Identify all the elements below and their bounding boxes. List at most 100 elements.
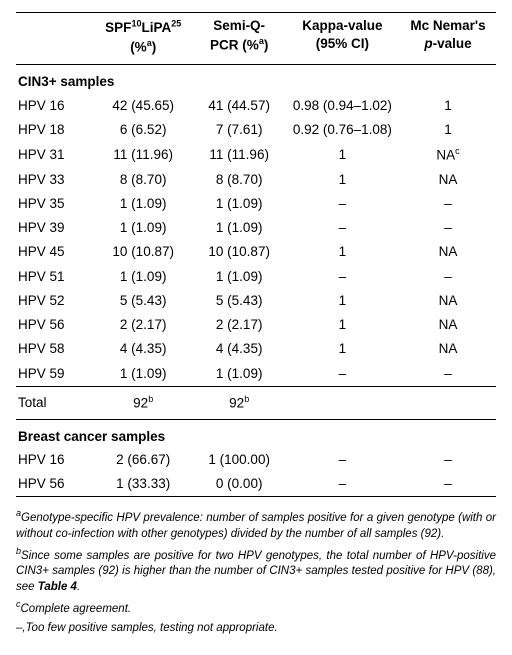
footnote-dash: –,Too few positive samples, testing not … [16, 621, 496, 637]
hdr-pcr-l2: PCR (%a) [196, 35, 283, 55]
cell-pcr: 92b [194, 386, 285, 419]
row-label: HPV 16 [16, 448, 93, 472]
cell-kappa: 1 [285, 240, 400, 264]
table-row: HPV 525 (5.43)5 (5.43)1NA [16, 289, 496, 313]
col-header-spf: SPF10LiPA25 (%a) [93, 13, 194, 65]
cell-mcn: NA [400, 313, 496, 337]
table-row: HPV 591 (1.09)1 (1.09)–– [16, 362, 496, 387]
hdr-mcn-l1: Mc Nemar's [410, 18, 485, 33]
row-label: HPV 59 [16, 362, 93, 387]
table-row: HPV 511 (1.09)1 (1.09)–– [16, 265, 496, 289]
cell-pcr: 11 (11.96) [194, 142, 285, 168]
cell-mcn: NA [400, 289, 496, 313]
cell-mcn: NAc [400, 142, 496, 168]
hdr-kappa-l2: (95% CI) [287, 35, 398, 53]
section-title: CIN3+ samples [16, 65, 496, 94]
cell-spf: 6 (6.52) [93, 118, 194, 142]
cell-mcn: – [400, 362, 496, 387]
cell-kappa: – [285, 448, 400, 472]
table-row: HPV 186 (6.52)7 (7.61)0.92 (0.76–1.08)1 [16, 118, 496, 142]
cell-pcr: 1 (1.09) [194, 265, 285, 289]
hdr-pcr-l1: Semi-Q- [213, 18, 265, 33]
cell-mcn: 1 [400, 94, 496, 118]
cell-pcr: 10 (10.87) [194, 240, 285, 264]
cell-kappa: 1 [285, 313, 400, 337]
cell-kappa: – [285, 265, 400, 289]
col-header-kappa: Kappa-value (95% CI) [285, 13, 400, 65]
table-row: HPV 3111 (11.96)11 (11.96)1NAc [16, 142, 496, 168]
row-label: HPV 16 [16, 94, 93, 118]
cell-pcr: 1 (100.00) [194, 448, 285, 472]
table-row: HPV 1642 (45.65)41 (44.57)0.98 (0.94–1.0… [16, 94, 496, 118]
row-label: HPV 35 [16, 192, 93, 216]
table-row: HPV 351 (1.09)1 (1.09)–– [16, 192, 496, 216]
table-body: CIN3+ samplesHPV 1642 (45.65)41 (44.57)0… [16, 65, 496, 497]
hdr-mcn-l2: p-value [402, 35, 494, 53]
cell-pcr: 5 (5.43) [194, 289, 285, 313]
col-header-pcr: Semi-Q- PCR (%a) [194, 13, 285, 65]
table-row: HPV 338 (8.70)8 (8.70)1NA [16, 168, 496, 192]
cell-mcn: – [400, 265, 496, 289]
footnote-a: aGenotype-specific HPV prevalence: numbe… [16, 507, 496, 542]
cell-spf: 11 (11.96) [93, 142, 194, 168]
table-row: HPV 562 (2.17)2 (2.17)1NA [16, 313, 496, 337]
cell-mcn: – [400, 472, 496, 497]
cell-spf: 2 (2.17) [93, 313, 194, 337]
cell-spf: 42 (45.65) [93, 94, 194, 118]
cell-mcn [400, 386, 496, 419]
footnotes: aGenotype-specific HPV prevalence: numbe… [16, 507, 496, 636]
cell-spf: 1 (33.33) [93, 472, 194, 497]
cell-kappa: 0.92 (0.76–1.08) [285, 118, 400, 142]
row-label: HPV 51 [16, 265, 93, 289]
total-row: Total92b92b [16, 386, 496, 419]
page: SPF10LiPA25 (%a) Semi-Q- PCR (%a) Kappa-… [0, 0, 512, 655]
row-label: HPV 56 [16, 472, 93, 497]
cell-pcr: 4 (4.35) [194, 337, 285, 361]
col-header-empty [16, 13, 93, 65]
row-label: HPV 31 [16, 142, 93, 168]
row-label: HPV 56 [16, 313, 93, 337]
cell-pcr: 1 (1.09) [194, 362, 285, 387]
table-row: HPV 561 (33.33)0 (0.00)–– [16, 472, 496, 497]
section-title: Breast cancer samples [16, 419, 496, 448]
cell-kappa: – [285, 192, 400, 216]
col-header-mcn: Mc Nemar's p-value [400, 13, 496, 65]
cell-spf: 92b [93, 386, 194, 419]
cell-pcr: 7 (7.61) [194, 118, 285, 142]
cell-mcn: – [400, 192, 496, 216]
cell-pcr: 0 (0.00) [194, 472, 285, 497]
results-table: SPF10LiPA25 (%a) Semi-Q- PCR (%a) Kappa-… [16, 12, 496, 497]
cell-kappa: 1 [285, 142, 400, 168]
cell-kappa: 0.98 (0.94–1.02) [285, 94, 400, 118]
cell-mcn: NA [400, 337, 496, 361]
hdr-spf-l1: SPF10LiPA25 [105, 20, 181, 35]
cell-kappa: 1 [285, 289, 400, 313]
cell-mcn: NA [400, 240, 496, 264]
cell-kappa: 1 [285, 168, 400, 192]
row-label: HPV 45 [16, 240, 93, 264]
cell-pcr: 1 (1.09) [194, 192, 285, 216]
cell-kappa [285, 386, 400, 419]
section-header: Breast cancer samples [16, 419, 496, 448]
cell-mcn: – [400, 216, 496, 240]
cell-spf: 8 (8.70) [93, 168, 194, 192]
row-label: HPV 33 [16, 168, 93, 192]
cell-spf: 1 (1.09) [93, 362, 194, 387]
row-label: HPV 18 [16, 118, 93, 142]
table-row: HPV 584 (4.35)4 (4.35)1NA [16, 337, 496, 361]
cell-spf: 1 (1.09) [93, 265, 194, 289]
section-header: CIN3+ samples [16, 65, 496, 94]
table-row: HPV 391 (1.09)1 (1.09)–– [16, 216, 496, 240]
cell-spf: 4 (4.35) [93, 337, 194, 361]
cell-pcr: 8 (8.70) [194, 168, 285, 192]
hdr-kappa-l1: Kappa-value [302, 18, 382, 33]
row-label: HPV 52 [16, 289, 93, 313]
table-row: HPV 162 (66.67)1 (100.00)–– [16, 448, 496, 472]
row-label: HPV 58 [16, 337, 93, 361]
cell-kappa: – [285, 362, 400, 387]
cell-kappa: 1 [285, 337, 400, 361]
cell-spf: 1 (1.09) [93, 216, 194, 240]
cell-spf: 5 (5.43) [93, 289, 194, 313]
hdr-spf-l2: (%a) [95, 37, 192, 57]
cell-spf: 2 (66.67) [93, 448, 194, 472]
